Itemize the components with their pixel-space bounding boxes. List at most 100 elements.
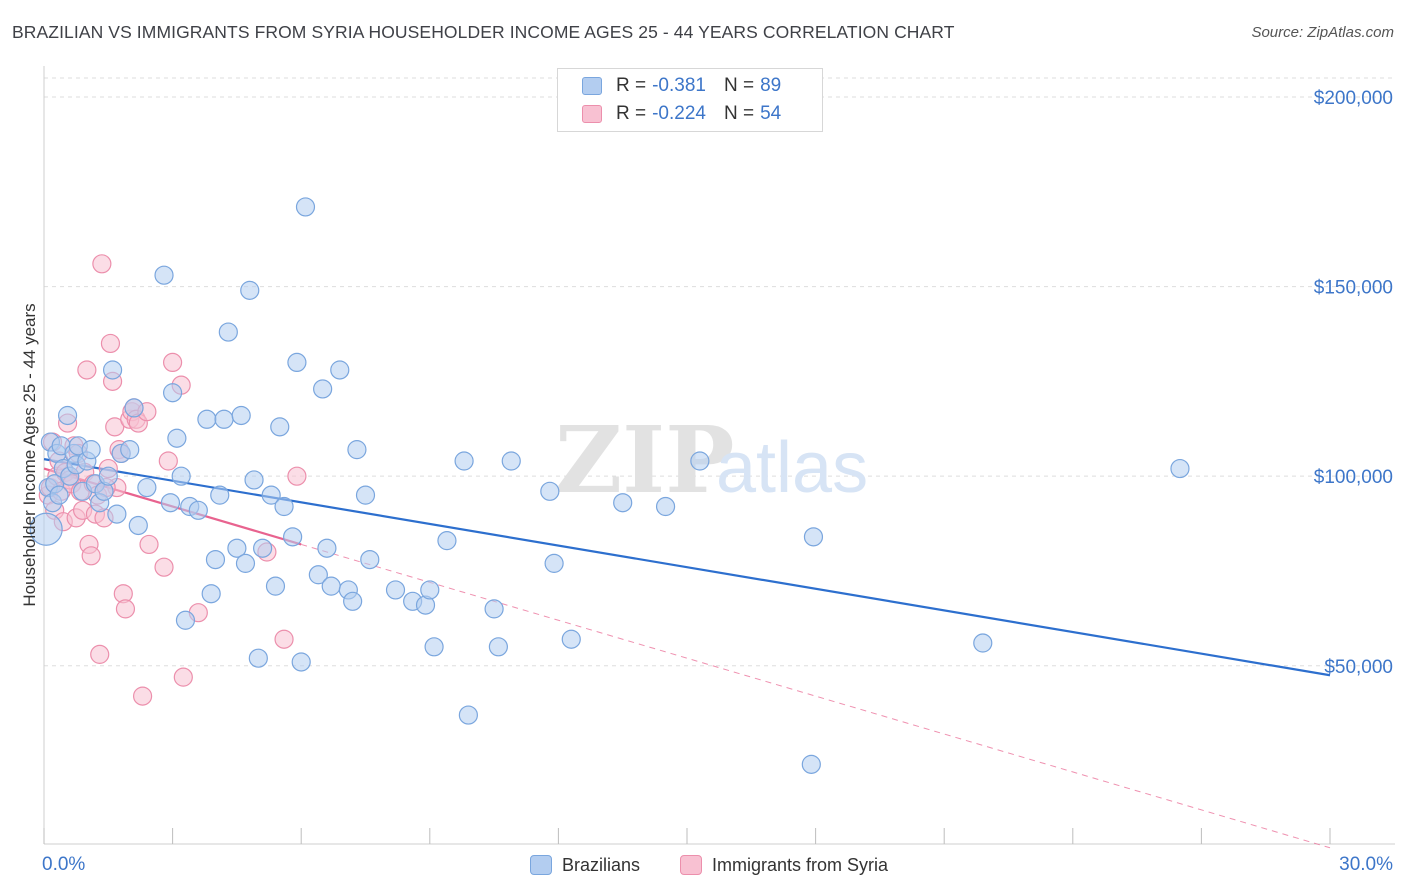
r-value-syria: -0.224 bbox=[652, 103, 706, 124]
brazil-point bbox=[317, 538, 337, 558]
n-label: N = bbox=[723, 103, 755, 124]
brazil-point bbox=[214, 409, 234, 429]
brazil-trend-line bbox=[43, 458, 1331, 677]
source-label: Source: ZipAtlas.com bbox=[1251, 24, 1394, 41]
brazil-point bbox=[29, 512, 63, 546]
n-label: N = bbox=[723, 75, 755, 96]
brazil-point bbox=[49, 485, 69, 505]
brazil-point bbox=[385, 580, 406, 600]
brazil-point bbox=[270, 417, 290, 437]
brazil-point bbox=[544, 553, 564, 573]
brazil-point bbox=[613, 493, 633, 513]
syria-point bbox=[287, 466, 307, 486]
brazil-point bbox=[240, 280, 260, 300]
brazil-point bbox=[205, 549, 226, 570]
y-tick-label: $100,000 bbox=[1314, 467, 1393, 488]
y-tick-label: $50,000 bbox=[1324, 657, 1393, 678]
brazil-point bbox=[218, 322, 238, 342]
brazil-point bbox=[454, 451, 474, 471]
brazil-point bbox=[321, 576, 341, 596]
brazil-point bbox=[561, 629, 581, 649]
syria-point bbox=[173, 667, 193, 687]
x-tick-label: 0.0% bbox=[42, 854, 85, 875]
brazil-point bbox=[171, 466, 191, 486]
stats-legend: R = -0.381 N = 89 R = -0.224 N = 54 bbox=[557, 68, 823, 132]
legend-item-brazilians[interactable]: Brazilians bbox=[530, 852, 640, 878]
legend-item-syria[interactable]: Immigrants from Syria bbox=[680, 852, 888, 878]
x-tick-label: 30.0% bbox=[1339, 854, 1393, 875]
y-tick-label: $200,000 bbox=[1314, 88, 1393, 109]
brazil-point bbox=[81, 440, 101, 460]
brazil-point bbox=[360, 549, 380, 570]
syria-point bbox=[92, 254, 112, 274]
brazil-point bbox=[274, 496, 294, 517]
r-value-brazil: -0.381 bbox=[652, 75, 706, 96]
brazil-point bbox=[227, 538, 247, 558]
brazil-point bbox=[167, 428, 187, 448]
syria-point bbox=[163, 352, 183, 373]
brazil-point bbox=[283, 527, 303, 547]
y-tick-label: $150,000 bbox=[1314, 278, 1393, 299]
tick-labels: $50,000 $100,000 $150,000 $200,000 0.0% 30.0% bbox=[42, 88, 1393, 875]
brazil-point bbox=[540, 481, 560, 501]
axes bbox=[43, 66, 1395, 845]
syria-point bbox=[115, 599, 136, 619]
brazil-point bbox=[484, 599, 504, 619]
syria-point bbox=[100, 333, 121, 354]
brazil-point bbox=[201, 584, 221, 604]
brazil-point bbox=[98, 466, 118, 486]
legend-label-brazilians: Brazilians bbox=[562, 854, 641, 875]
brazil-point bbox=[437, 531, 457, 551]
brazil-point bbox=[655, 496, 676, 517]
watermark-atlas: atlas bbox=[716, 428, 868, 508]
brazil-point bbox=[244, 470, 264, 490]
brazil-point bbox=[1170, 458, 1190, 479]
syria-point bbox=[77, 360, 97, 380]
syria-point bbox=[158, 451, 178, 471]
brazil-point bbox=[313, 379, 333, 399]
brazil-point bbox=[973, 633, 993, 653]
brazil-point bbox=[801, 754, 821, 774]
n-value-syria: 54 bbox=[760, 103, 782, 124]
brazil-point bbox=[197, 409, 217, 429]
n-value-brazil: 89 bbox=[760, 75, 782, 96]
brazil-point bbox=[690, 451, 710, 471]
brazil-point bbox=[424, 637, 444, 657]
brazil-point bbox=[308, 565, 328, 585]
brazil-point bbox=[265, 576, 286, 596]
syria-point bbox=[139, 534, 159, 555]
brazil-point bbox=[803, 527, 824, 547]
brazil-point bbox=[107, 504, 127, 524]
brazil-point bbox=[124, 398, 144, 418]
brazil-point bbox=[154, 265, 174, 285]
brazil-point bbox=[163, 383, 183, 403]
syria-point bbox=[132, 686, 153, 706]
brazil-swatch bbox=[582, 77, 602, 95]
brazil-point bbox=[160, 493, 181, 513]
syria-trend-extension bbox=[301, 543, 1331, 849]
brazil-point bbox=[347, 440, 367, 460]
brazil-point bbox=[291, 652, 311, 672]
brazil-point bbox=[235, 553, 256, 573]
syria-point bbox=[90, 644, 110, 664]
brazil-point bbox=[120, 440, 140, 460]
brazil-point bbox=[295, 197, 316, 217]
chart-title: BRAZILIAN VS IMMIGRANTS FROM SYRIA HOUSE… bbox=[12, 22, 955, 42]
stats-legend-syria: R = -0.224 N = 54 bbox=[582, 102, 781, 126]
brazil-point bbox=[188, 500, 208, 520]
brazil-point bbox=[210, 485, 230, 505]
brazil-point bbox=[248, 648, 268, 668]
syria-point bbox=[81, 546, 101, 566]
r-label: R = bbox=[616, 103, 647, 124]
brazil-point bbox=[330, 360, 350, 380]
trend-lines bbox=[43, 458, 1331, 849]
grid bbox=[44, 77, 1395, 667]
syria-point bbox=[274, 629, 294, 649]
brazil-point bbox=[253, 538, 273, 558]
brazil-point bbox=[420, 580, 440, 600]
watermark: ZIP atlas bbox=[555, 406, 868, 514]
brazil-point bbox=[355, 485, 376, 505]
brazil-point bbox=[137, 477, 157, 498]
brazil-point bbox=[458, 705, 478, 725]
